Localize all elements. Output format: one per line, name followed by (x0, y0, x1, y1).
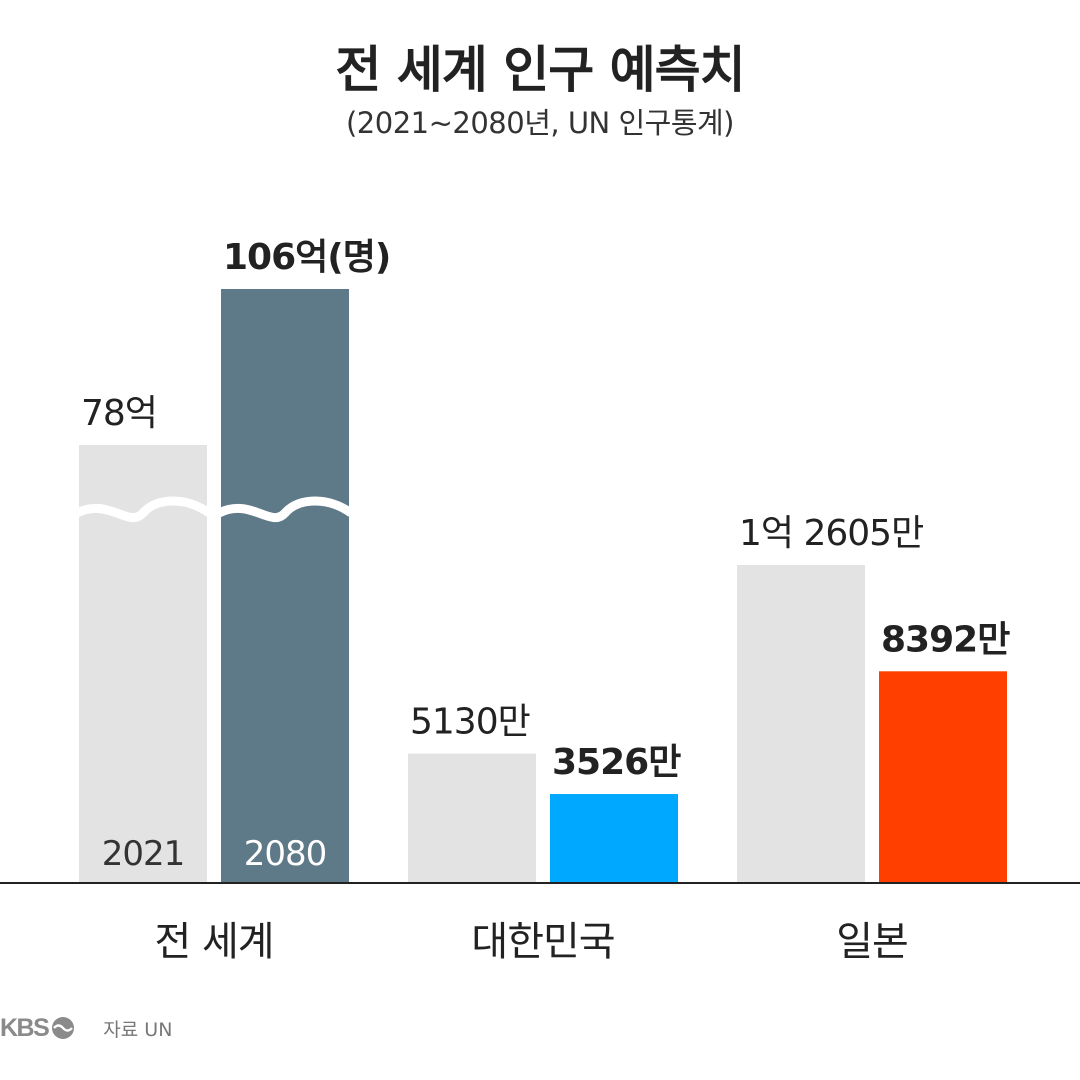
kbs-logo: KBS (0, 1014, 75, 1043)
bar-world-2080 (221, 289, 349, 883)
series-label-2080: 2080 (244, 834, 327, 874)
data-label-world-2080: 106억(명) (223, 237, 390, 278)
series-label-2021: 2021 (102, 834, 185, 874)
source-note: 자료 UN (103, 1018, 173, 1041)
kbs-logo-icon (52, 1017, 75, 1039)
axis-break-wave-2021 (74, 496, 212, 523)
kbs-logo-text: KBS (0, 1013, 50, 1042)
data-label-japan-2021: 1억 2605만 (739, 513, 923, 554)
data-label-japan-2080: 8392만 (881, 619, 1010, 660)
chart-title: 전 세계 인구 예측치 (335, 41, 745, 99)
category-label-japan: 일본 (836, 919, 908, 965)
bar-japan-2080 (879, 671, 1007, 883)
category-label-world: 전 세계 (154, 919, 273, 965)
data-label-korea-2080: 3526만 (552, 742, 681, 783)
data-label-world-2021: 78억 (81, 393, 157, 434)
footer: KBS 자료 UN (0, 1010, 172, 1046)
bar-japan-2021 (737, 565, 865, 883)
axis-break-wave-2080 (216, 496, 354, 523)
bar-korea-2021 (408, 753, 536, 883)
category-label-korea: 대한민국 (471, 919, 614, 965)
bar-korea-2080 (550, 794, 678, 883)
chart-subtitle: (2021~2080년, UN 인구통계) (345, 106, 735, 140)
data-label-korea-2021: 5130만 (410, 702, 530, 743)
